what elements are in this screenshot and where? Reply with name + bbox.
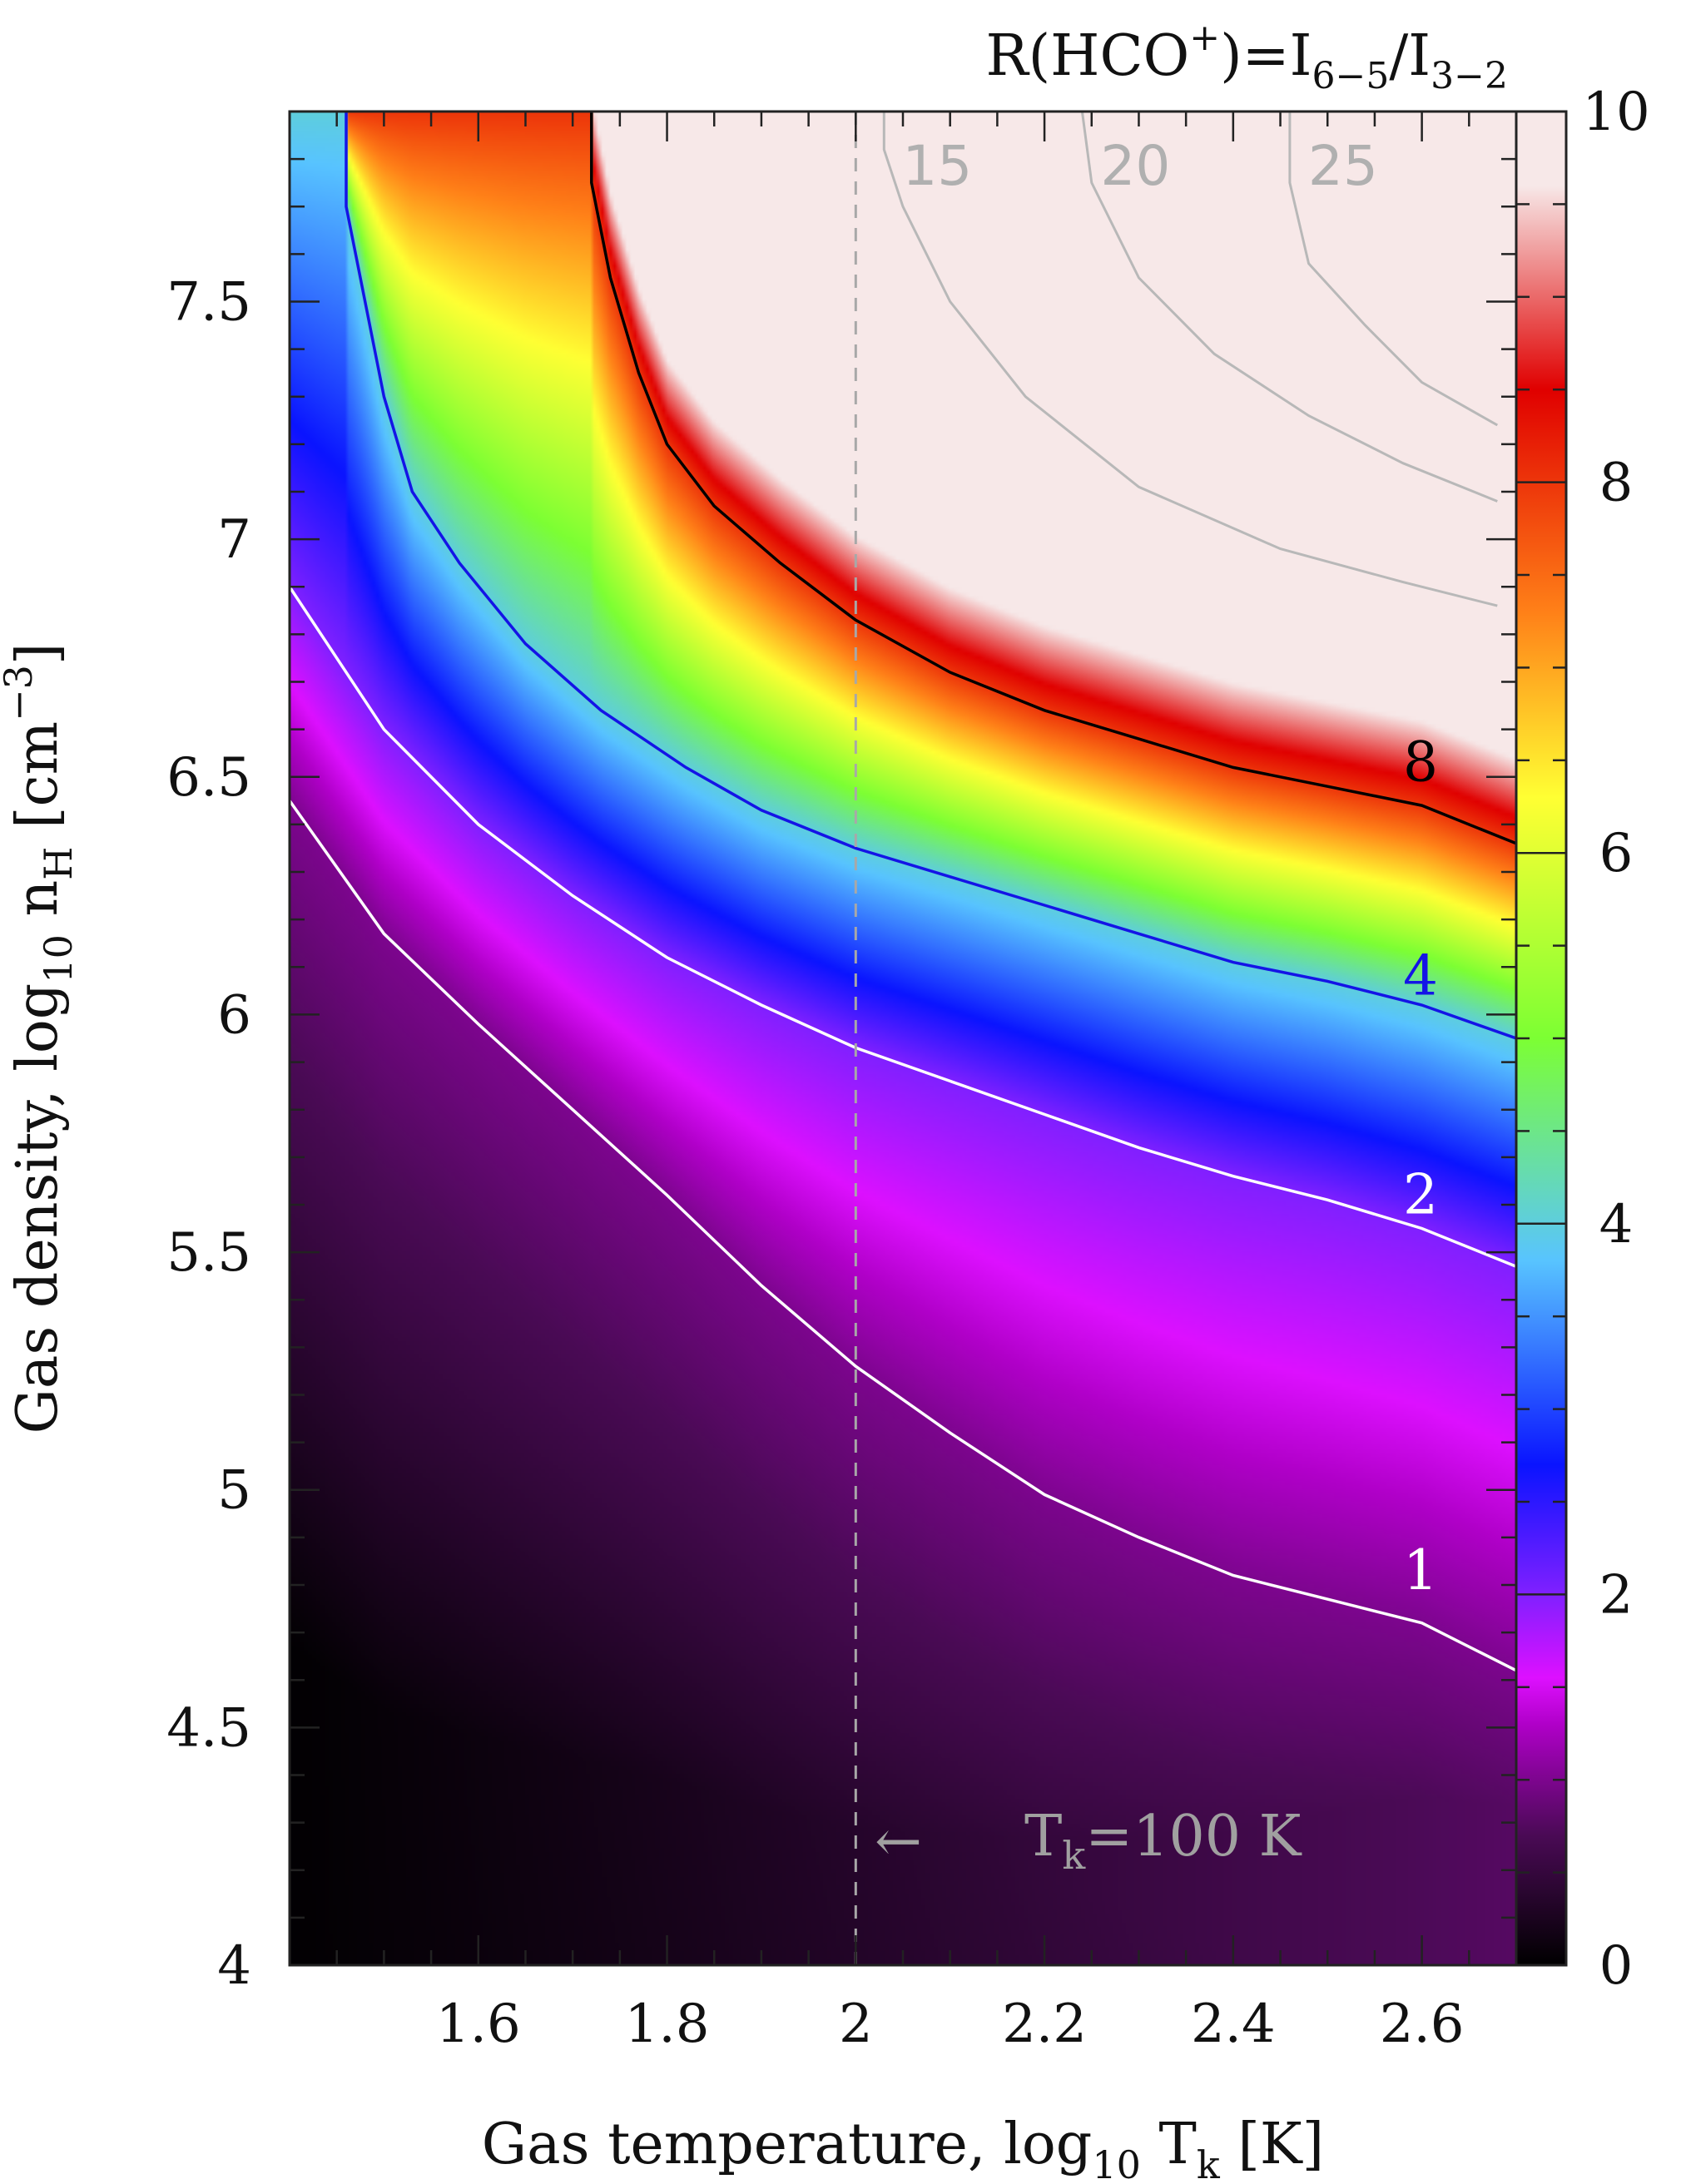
heatmap-field [290,111,1516,1965]
colorbar-tick-label: 0 [1599,1935,1634,1997]
contour-label-15: 15 [902,134,972,198]
y-tick-label: 7 [217,509,251,571]
y-tick-label: 7.5 [166,272,251,334]
plot-area: 15 20 25 1 2 4 8 ← Tk=100 K 1.6 1.8 2 2.2 2.4 2.6 4… [166,110,1518,2055]
contour-label-20: 20 [1100,134,1170,198]
contour-8 [590,111,1516,845]
y-axis-title: Gas density, log10 nH [cm−3] [0,643,81,1434]
contour-20 [1080,111,1498,503]
x-tick-label: 1.8 [625,1993,710,2055]
contours: 15 20 25 1 2 4 8 [290,111,1516,1672]
contour-label-4: 4 [1403,944,1438,1008]
chart-title: R(HCO+)=I6−5/I3−2 [985,17,1508,97]
contour-1 [290,800,1516,1672]
y-tick-label: 6 [217,984,251,1046]
colorbar: 0 2 4 6 8 10 [1515,82,1650,1997]
y-tick-label: 4 [217,1935,251,1997]
x-tick-label: 2.6 [1380,1993,1465,2055]
contour-4 [345,111,1516,1040]
x-axis-ticks: 1.6 1.8 2 2.2 2.4 2.6 [335,111,1518,2055]
contour-label-1: 1 [1403,1538,1438,1602]
y-axis-ticks: 4 4.5 5 5.5 6 6.5 7 7.5 [166,110,1516,1997]
contour-25 [1288,111,1499,427]
x-tick-label: 1.6 [436,1993,521,2055]
annotation-arrow: ← [875,1809,922,1874]
colorbar-tick-label: 2 [1599,1564,1634,1626]
colorbar-ticks: 0 2 4 6 8 10 [1516,82,1650,1997]
colorbar-tick-label: 6 [1599,823,1634,884]
contour-label-8: 8 [1403,730,1438,795]
y-tick-label: 6.5 [166,747,251,809]
y-tick-label: 5 [217,1460,251,1522]
y-tick-label: 4.5 [166,1697,251,1759]
annotation-text: Tk=100 K [1024,1804,1302,1878]
contour-label-2: 2 [1403,1163,1438,1227]
contour-2 [290,586,1516,1268]
colorbar-tick-label: 10 [1582,82,1649,143]
colorbar-tick-label: 4 [1599,1194,1634,1255]
tk100-annotation: ← Tk=100 K [875,1804,1302,1878]
x-tick-label: 2 [839,1993,873,2055]
x-axis-title: Gas temperature, log10 Tk [K] [482,2112,1324,2184]
contour-label-25: 25 [1308,134,1378,198]
contour-15 [882,111,1498,607]
colorbar-tick-label: 8 [1599,453,1634,514]
x-tick-label: 2.2 [1002,1993,1087,2055]
x-tick-label: 2.4 [1191,1993,1276,2055]
y-tick-label: 5.5 [166,1222,251,1284]
